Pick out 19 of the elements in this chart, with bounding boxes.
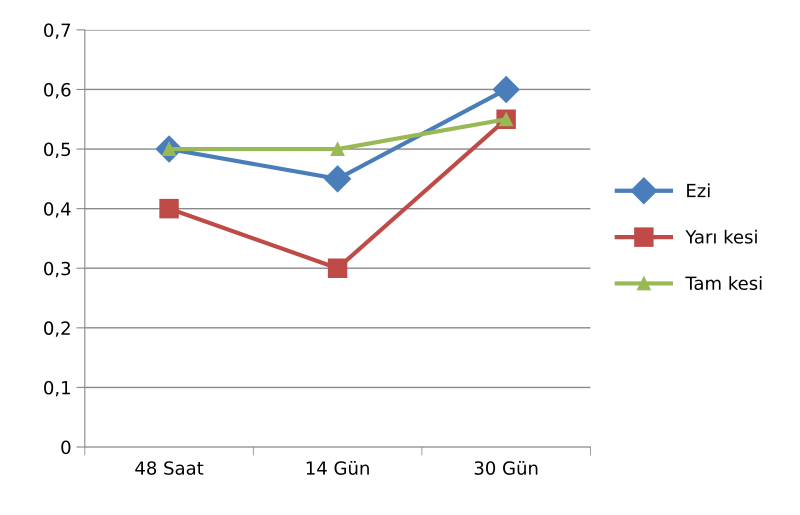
y-tick-label: 0 bbox=[61, 440, 70, 454]
point bbox=[324, 165, 352, 192]
point bbox=[159, 198, 179, 218]
y-tick-label: 0,5 bbox=[44, 142, 70, 158]
y-tick-label: 0,1 bbox=[44, 380, 70, 396]
legend-label: Tam kesi bbox=[685, 276, 762, 290]
x-tick-label: 48 Saat bbox=[135, 461, 204, 475]
point bbox=[330, 142, 345, 156]
legend-label: Yarı kesi bbox=[685, 230, 757, 244]
y-tick-label: 0,3 bbox=[44, 262, 70, 278]
y-tick-label: 0,7 bbox=[44, 23, 70, 39]
legend-label: Ezi bbox=[687, 183, 710, 198]
point bbox=[328, 258, 348, 278]
y-tick-label: 0,6 bbox=[44, 82, 70, 98]
x-tick-label: 14 Gün bbox=[306, 460, 369, 475]
y-tick-label: 0,4 bbox=[44, 202, 71, 218]
point bbox=[492, 76, 520, 103]
x-tick-label: 30 Gün bbox=[474, 460, 538, 475]
y-tick-label: 0,2 bbox=[44, 321, 70, 337]
